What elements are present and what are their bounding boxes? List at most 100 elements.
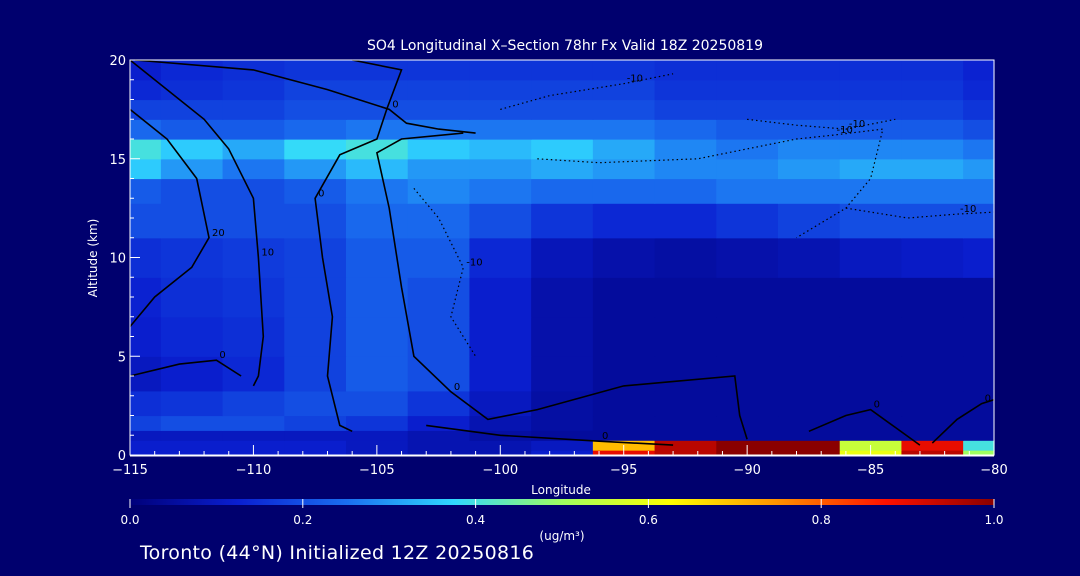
heatmap-cell bbox=[222, 119, 285, 140]
heatmap-cell bbox=[407, 440, 471, 451]
heatmap-cell bbox=[654, 158, 717, 180]
heatmap-cell bbox=[592, 430, 656, 441]
heatmap-cell bbox=[901, 119, 964, 140]
colorbar-units: (ug/m³) bbox=[539, 529, 584, 543]
heatmap-cell bbox=[130, 450, 162, 456]
heatmap-cell bbox=[346, 99, 409, 120]
heatmap-cell bbox=[778, 440, 841, 451]
heatmap-cell bbox=[716, 356, 779, 392]
heatmap-cell bbox=[222, 79, 285, 101]
heatmap-cell bbox=[839, 356, 903, 392]
heatmap-cell bbox=[654, 277, 717, 318]
colorbar-tick-label: 0.2 bbox=[293, 513, 312, 527]
heatmap-cell bbox=[130, 158, 162, 180]
heatmap-cell bbox=[592, 158, 656, 180]
heatmap-cell bbox=[963, 79, 995, 101]
heatmap-cell bbox=[284, 158, 347, 180]
heatmap-cell bbox=[284, 415, 347, 431]
heatmap-cell bbox=[654, 237, 717, 278]
heatmap-cell bbox=[654, 178, 717, 204]
heatmap-cell bbox=[284, 99, 347, 120]
heatmap-cell bbox=[839, 237, 903, 278]
contour-label: 0 bbox=[602, 431, 608, 442]
heatmap-cell bbox=[222, 277, 285, 318]
heatmap-cell bbox=[531, 158, 594, 180]
colorbar-tick-label: 1.0 bbox=[984, 513, 1003, 527]
heatmap-cell bbox=[346, 203, 409, 239]
heatmap-cell bbox=[130, 356, 162, 392]
y-tick-label: 0 bbox=[118, 449, 126, 464]
heatmap-cell bbox=[716, 119, 779, 140]
heatmap-cell bbox=[284, 60, 347, 81]
heatmap-cell bbox=[284, 277, 347, 318]
heatmap-cell bbox=[407, 390, 471, 417]
heatmap-cell bbox=[592, 60, 656, 81]
heatmap-cell bbox=[346, 316, 409, 357]
heatmap-cell bbox=[654, 450, 717, 456]
heatmap-cell bbox=[160, 139, 224, 160]
heatmap-cell bbox=[160, 237, 224, 278]
x-tick-label: −90 bbox=[733, 463, 760, 478]
heatmap-cell bbox=[716, 79, 779, 101]
heatmap-cell bbox=[407, 430, 471, 441]
heatmap-cell bbox=[407, 158, 471, 180]
heatmap-cell bbox=[160, 203, 224, 239]
x-tick-label: −115 bbox=[112, 463, 148, 478]
heatmap-cell bbox=[469, 277, 532, 318]
heatmap-cell bbox=[130, 203, 162, 239]
heatmap-cell bbox=[531, 415, 594, 431]
heatmap-cell bbox=[592, 415, 656, 431]
heatmap-cell bbox=[592, 99, 656, 120]
chart-title: SO4 Longitudinal X–Section 78hr Fx Valid… bbox=[367, 38, 763, 54]
heatmap-cell bbox=[901, 79, 964, 101]
heatmap-cell bbox=[839, 178, 903, 204]
heatmap-cell bbox=[469, 316, 532, 357]
heatmap-cell bbox=[469, 139, 532, 160]
heatmap-cell bbox=[654, 440, 717, 451]
heatmap-cell bbox=[130, 139, 162, 160]
heatmap-cell bbox=[778, 390, 841, 417]
heatmap-cell bbox=[346, 178, 409, 204]
heatmap-cell bbox=[778, 430, 841, 441]
heatmap-cell bbox=[284, 430, 347, 441]
heatmap-cell bbox=[963, 203, 995, 239]
heatmap-cell bbox=[716, 415, 779, 431]
colorbar bbox=[130, 499, 994, 505]
heatmap-cell bbox=[222, 99, 285, 120]
contour-label: -10 bbox=[627, 74, 643, 85]
y-tick-label: 20 bbox=[109, 54, 126, 69]
heatmap-cell bbox=[346, 390, 409, 417]
heatmap-cell bbox=[963, 139, 995, 160]
heatmap-cell bbox=[222, 316, 285, 357]
x-tick-label: −105 bbox=[359, 463, 395, 478]
heatmap-cell bbox=[963, 316, 995, 357]
heatmap-cell bbox=[130, 430, 162, 441]
contour-line bbox=[808, 408, 921, 446]
heatmap-cell bbox=[284, 440, 347, 451]
heatmap-cell bbox=[407, 178, 471, 204]
heatmap-cell bbox=[592, 277, 656, 318]
heatmap-cell bbox=[130, 316, 162, 357]
x-tick-label: −100 bbox=[482, 463, 518, 478]
contour-label: 0 bbox=[454, 382, 460, 393]
heatmap-cell bbox=[839, 139, 903, 160]
y-axis-label: Altitude (km) bbox=[86, 219, 100, 298]
heatmap-cell bbox=[407, 356, 471, 392]
heatmap-cell bbox=[284, 316, 347, 357]
heatmap-cell bbox=[531, 430, 594, 441]
heatmap-cell bbox=[407, 60, 471, 81]
heatmap-cell bbox=[469, 356, 532, 392]
heatmap-cell bbox=[160, 277, 224, 318]
heatmap-cell bbox=[407, 415, 471, 431]
heatmap-cell bbox=[716, 203, 779, 239]
heatmap-cell bbox=[160, 158, 224, 180]
heatmap-cell bbox=[778, 277, 841, 318]
heatmap-cell bbox=[778, 178, 841, 204]
heatmap-cell bbox=[346, 158, 409, 180]
colorbar-tick-label: 0.8 bbox=[812, 513, 831, 527]
heatmap-cell bbox=[654, 430, 717, 441]
heatmap-cell bbox=[963, 99, 995, 120]
heatmap-cell bbox=[963, 60, 995, 81]
contour-label: -10 bbox=[837, 125, 853, 136]
